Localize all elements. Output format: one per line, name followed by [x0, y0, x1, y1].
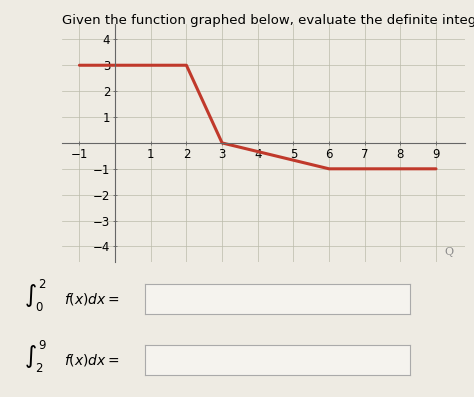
Text: Given the function graphed below, evaluate the definite integrals.: Given the function graphed below, evalua…	[62, 14, 474, 27]
Text: $f(x)dx =$: $f(x)dx =$	[64, 291, 120, 306]
Text: Q: Q	[445, 247, 454, 257]
Text: $f(x)dx =$: $f(x)dx =$	[64, 352, 120, 368]
Text: $\int_0^{2}$: $\int_0^{2}$	[24, 278, 46, 314]
Text: $\int_2^{9}$: $\int_2^{9}$	[24, 339, 47, 375]
